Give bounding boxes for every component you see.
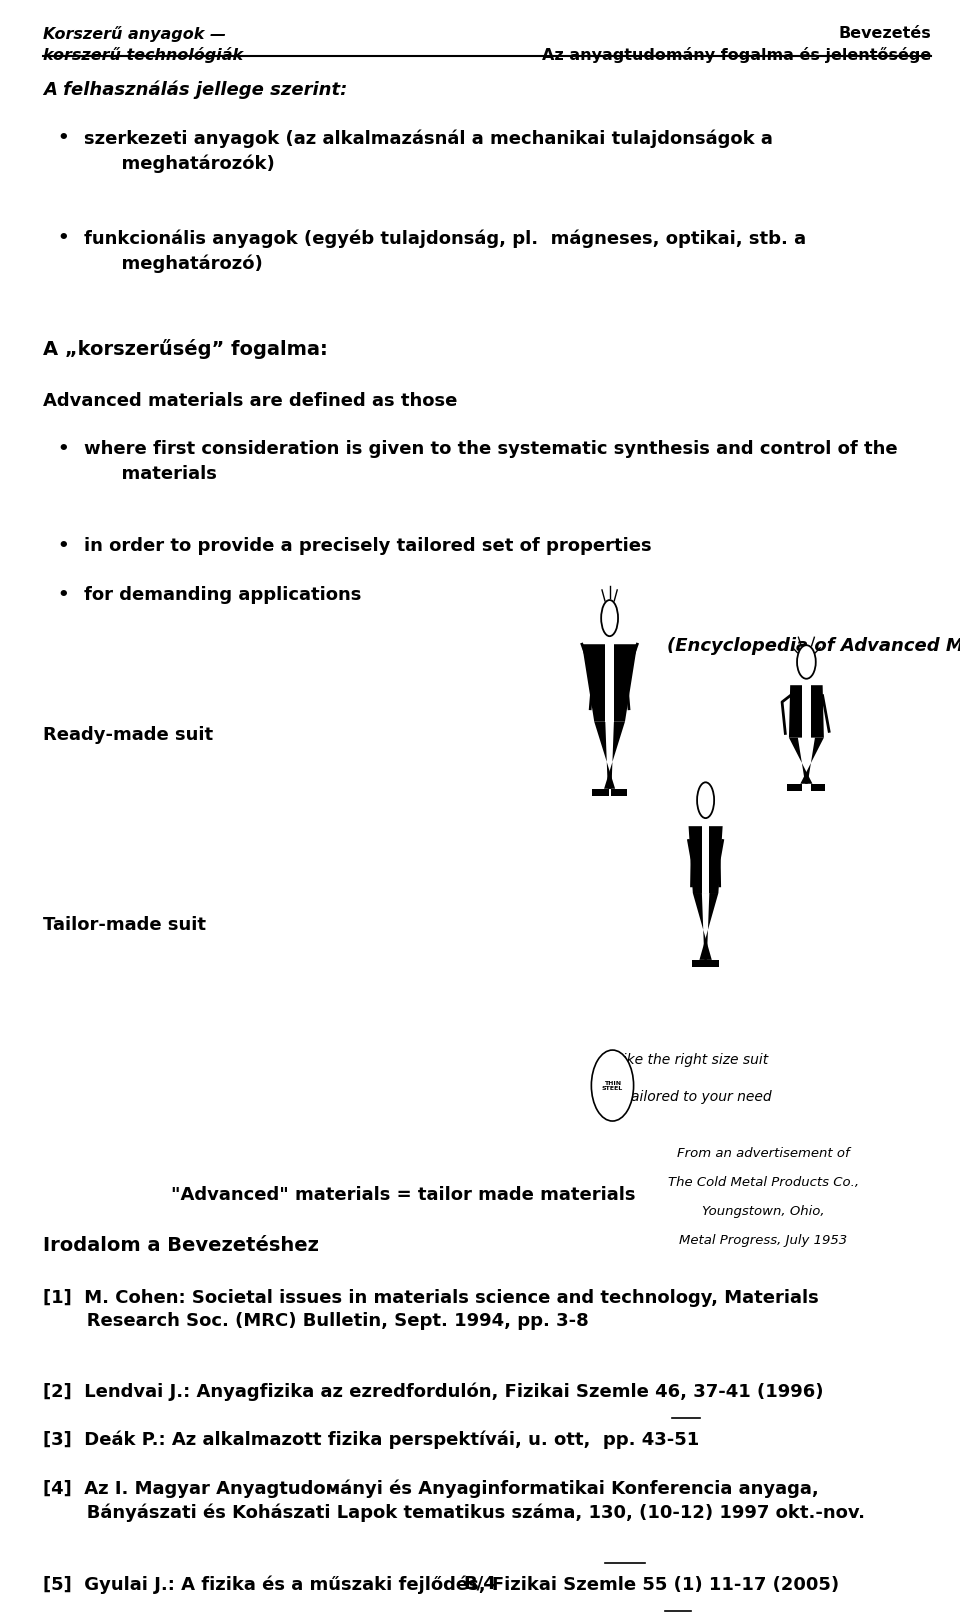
Polygon shape	[704, 960, 719, 968]
Text: funkcionális anyagok (egyéb tulajdonság, pl.  mágneses, optikai, stb. a
      me: funkcionális anyagok (egyéb tulajdonság,…	[84, 229, 805, 273]
Text: [2]  Lendvai J.: Anyagfizika az ezredfordulón, Fizikai Szemle 46, 37-41 (1996): [2] Lendvai J.: Anyagfizika az ezredford…	[43, 1382, 824, 1400]
Polygon shape	[582, 644, 637, 721]
Text: Korszerű anyagok —: Korszerű anyagok —	[43, 26, 227, 42]
Polygon shape	[802, 686, 811, 737]
Polygon shape	[702, 826, 709, 894]
Text: •: •	[58, 129, 69, 147]
Text: From an advertisement of: From an advertisement of	[677, 1147, 850, 1160]
Polygon shape	[811, 784, 826, 790]
Text: •: •	[58, 229, 69, 247]
Text: •: •	[58, 586, 69, 603]
Ellipse shape	[601, 600, 618, 636]
Text: Youngstown, Ohio,: Youngstown, Ohio,	[702, 1205, 825, 1218]
Polygon shape	[700, 894, 718, 960]
Polygon shape	[801, 737, 824, 784]
Polygon shape	[604, 721, 625, 789]
Text: for demanding applications: for demanding applications	[84, 586, 361, 603]
Text: Tailor-made suit: Tailor-made suit	[43, 916, 206, 934]
Text: Metal Progress, July 1953: Metal Progress, July 1953	[679, 1234, 848, 1247]
Text: Ready-made suit: Ready-made suit	[43, 726, 213, 744]
Text: Advanced materials are defined as those: Advanced materials are defined as those	[43, 392, 458, 410]
Polygon shape	[789, 737, 812, 784]
Ellipse shape	[797, 645, 816, 679]
Text: [3]  Deák P.: Az alkalmazott fizika perspektívái, u. ott,  pp. 43-51: [3] Deák P.: Az alkalmazott fizika persp…	[43, 1431, 700, 1448]
Text: Az anyagtudomány fogalma és jelentősége: Az anyagtudomány fogalma és jelentősége	[542, 47, 931, 63]
Polygon shape	[688, 826, 723, 894]
Text: A felhasználás jellege szerint:: A felhasználás jellege szerint:	[43, 81, 348, 98]
Polygon shape	[592, 789, 609, 797]
Text: The Cold Metal Products Co.,: The Cold Metal Products Co.,	[667, 1176, 859, 1189]
Polygon shape	[787, 784, 802, 790]
Polygon shape	[594, 721, 615, 789]
Text: korszerű technológiák: korszerű technológiák	[43, 47, 243, 63]
Text: Bevezetés: Bevezetés	[838, 26, 931, 40]
Text: where first consideration is given to the systematic synthesis and control of th: where first consideration is given to th…	[84, 440, 898, 482]
Text: •: •	[58, 440, 69, 458]
Text: B/4: B/4	[464, 1574, 496, 1592]
Text: in order to provide a precisely tailored set of properties: in order to provide a precisely tailored…	[84, 537, 651, 555]
Text: [4]  Az I. Magyar Anyagtudомányi és Anyaginformatikai Konferencia anyaga,
      : [4] Az I. Magyar Anyagtudомányi és Anyag…	[43, 1479, 865, 1523]
Polygon shape	[692, 960, 708, 968]
Text: is tailored to your need: is tailored to your need	[611, 1090, 772, 1105]
Text: A „korszerűség” fogalma:: A „korszerűség” fogalma:	[43, 339, 328, 358]
Polygon shape	[789, 686, 824, 737]
Text: "Advanced" materials = tailor made materials: "Advanced" materials = tailor made mater…	[171, 1186, 636, 1203]
Text: szerkezeti anyagok (az alkalmazásnál a mechanikai tulajdonságok a
      meghatár: szerkezeti anyagok (az alkalmazásnál a m…	[84, 129, 773, 173]
Text: THIN
STEEL: THIN STEEL	[602, 1081, 623, 1090]
Polygon shape	[611, 789, 627, 797]
Polygon shape	[605, 644, 614, 721]
Polygon shape	[693, 894, 711, 960]
Text: [1]  M. Cohen: Societal issues in materials science and technology, Materials
  : [1] M. Cohen: Societal issues in materia…	[43, 1289, 819, 1331]
Text: Irodalom a Bevezetéshez: Irodalom a Bevezetéshez	[43, 1236, 319, 1255]
Circle shape	[591, 1050, 634, 1121]
Text: Like the right size suit: Like the right size suit	[614, 1053, 768, 1068]
Text: •: •	[58, 537, 69, 555]
Text: (Encyclopedia of Advanced Materials, 1994).: (Encyclopedia of Advanced Materials, 199…	[667, 637, 960, 655]
Ellipse shape	[697, 782, 714, 818]
Text: [5]  Gyulai J.: A fizika és a műszaki fejlődés, Fizikai Szemle 55 (1) 11-17 (200: [5] Gyulai J.: A fizika és a műszaki fej…	[43, 1576, 839, 1594]
